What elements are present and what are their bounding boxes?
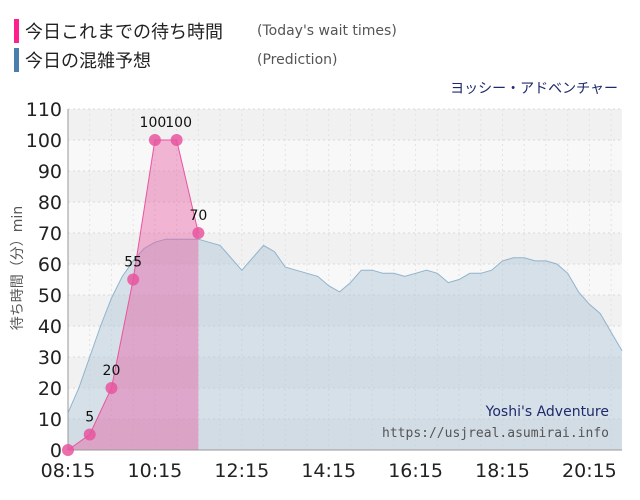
x-tick-labels: 08:15 10:15 12:15 14:15 16:15 18:15 20:15 — [41, 460, 617, 482]
x-tick-label: 14:15 — [301, 460, 356, 482]
prediction-legend-sub: (Prediction) — [257, 52, 338, 68]
axes — [67, 109, 622, 451]
today-legend-sub: (Today's wait times) — [257, 23, 397, 39]
today-point-label: 20 — [103, 363, 121, 379]
y-tick-label: 50 — [38, 285, 62, 307]
y-axis-label: 待ち時間（分）min — [10, 206, 26, 330]
prediction-legend-label: 今日の混雑予想 — [25, 51, 151, 72]
background-band — [68, 109, 622, 140]
today-point-label: 5 — [85, 410, 94, 426]
watermark-url: https://usjreal.asumirai.info — [382, 426, 609, 441]
watermark-name: Yoshi's Adventure — [485, 404, 609, 420]
prediction-area — [68, 239, 622, 450]
x-tick-label: 16:15 — [388, 460, 443, 482]
y-tick-label: 70 — [38, 223, 62, 245]
y-tick-label: 0 — [50, 440, 62, 462]
prediction-swatch — [14, 48, 19, 72]
legend-prediction: 今日の混雑予想 (Prediction) — [14, 47, 337, 73]
y-tick-label: 40 — [38, 316, 62, 338]
today-point — [127, 273, 140, 286]
y-tick-label: 20 — [38, 378, 62, 400]
x-tick-label: 08:15 — [41, 460, 96, 482]
today-legend-label: 今日これまでの待ち時間 — [25, 22, 223, 43]
y-tick-label: 30 — [38, 347, 62, 369]
x-tick-label: 12:15 — [214, 460, 269, 482]
x-tick-label: 18:15 — [475, 460, 530, 482]
background-band — [68, 202, 622, 233]
today-point — [170, 134, 183, 146]
today-point-label: 70 — [189, 208, 207, 224]
background-band — [68, 171, 622, 202]
today-point-label: 100 — [140, 115, 167, 131]
today-point-label: 100 — [165, 115, 192, 131]
y-tick-label: 80 — [38, 192, 62, 214]
today-point — [83, 428, 96, 441]
y-tick-label: 110 — [26, 99, 62, 121]
background-band — [68, 140, 622, 171]
y-tick-label: 10 — [38, 409, 62, 431]
y-tick-labels: 0 10 20 30 40 50 60 70 80 90 100 110 — [26, 99, 62, 462]
y-tick-label: 90 — [38, 161, 62, 183]
prediction-line — [67, 238, 623, 414]
today-swatch — [14, 19, 19, 43]
prediction-series — [67, 238, 623, 450]
today-area — [68, 140, 199, 450]
y-tick-label: 60 — [38, 254, 62, 276]
today-point — [192, 227, 205, 239]
x-tick-label: 10:15 — [128, 460, 183, 482]
today-point-label: 55 — [124, 255, 142, 271]
today-point — [105, 382, 118, 394]
x-tick-label: 20:15 — [562, 460, 617, 482]
today-point — [62, 444, 74, 456]
attraction-title: ヨッシー・アドベンチャー — [450, 81, 618, 97]
legend-today: 今日これまでの待ち時間 (Today's wait times) — [14, 18, 397, 44]
today-point — [148, 134, 161, 146]
y-tick-label: 100 — [26, 130, 62, 152]
